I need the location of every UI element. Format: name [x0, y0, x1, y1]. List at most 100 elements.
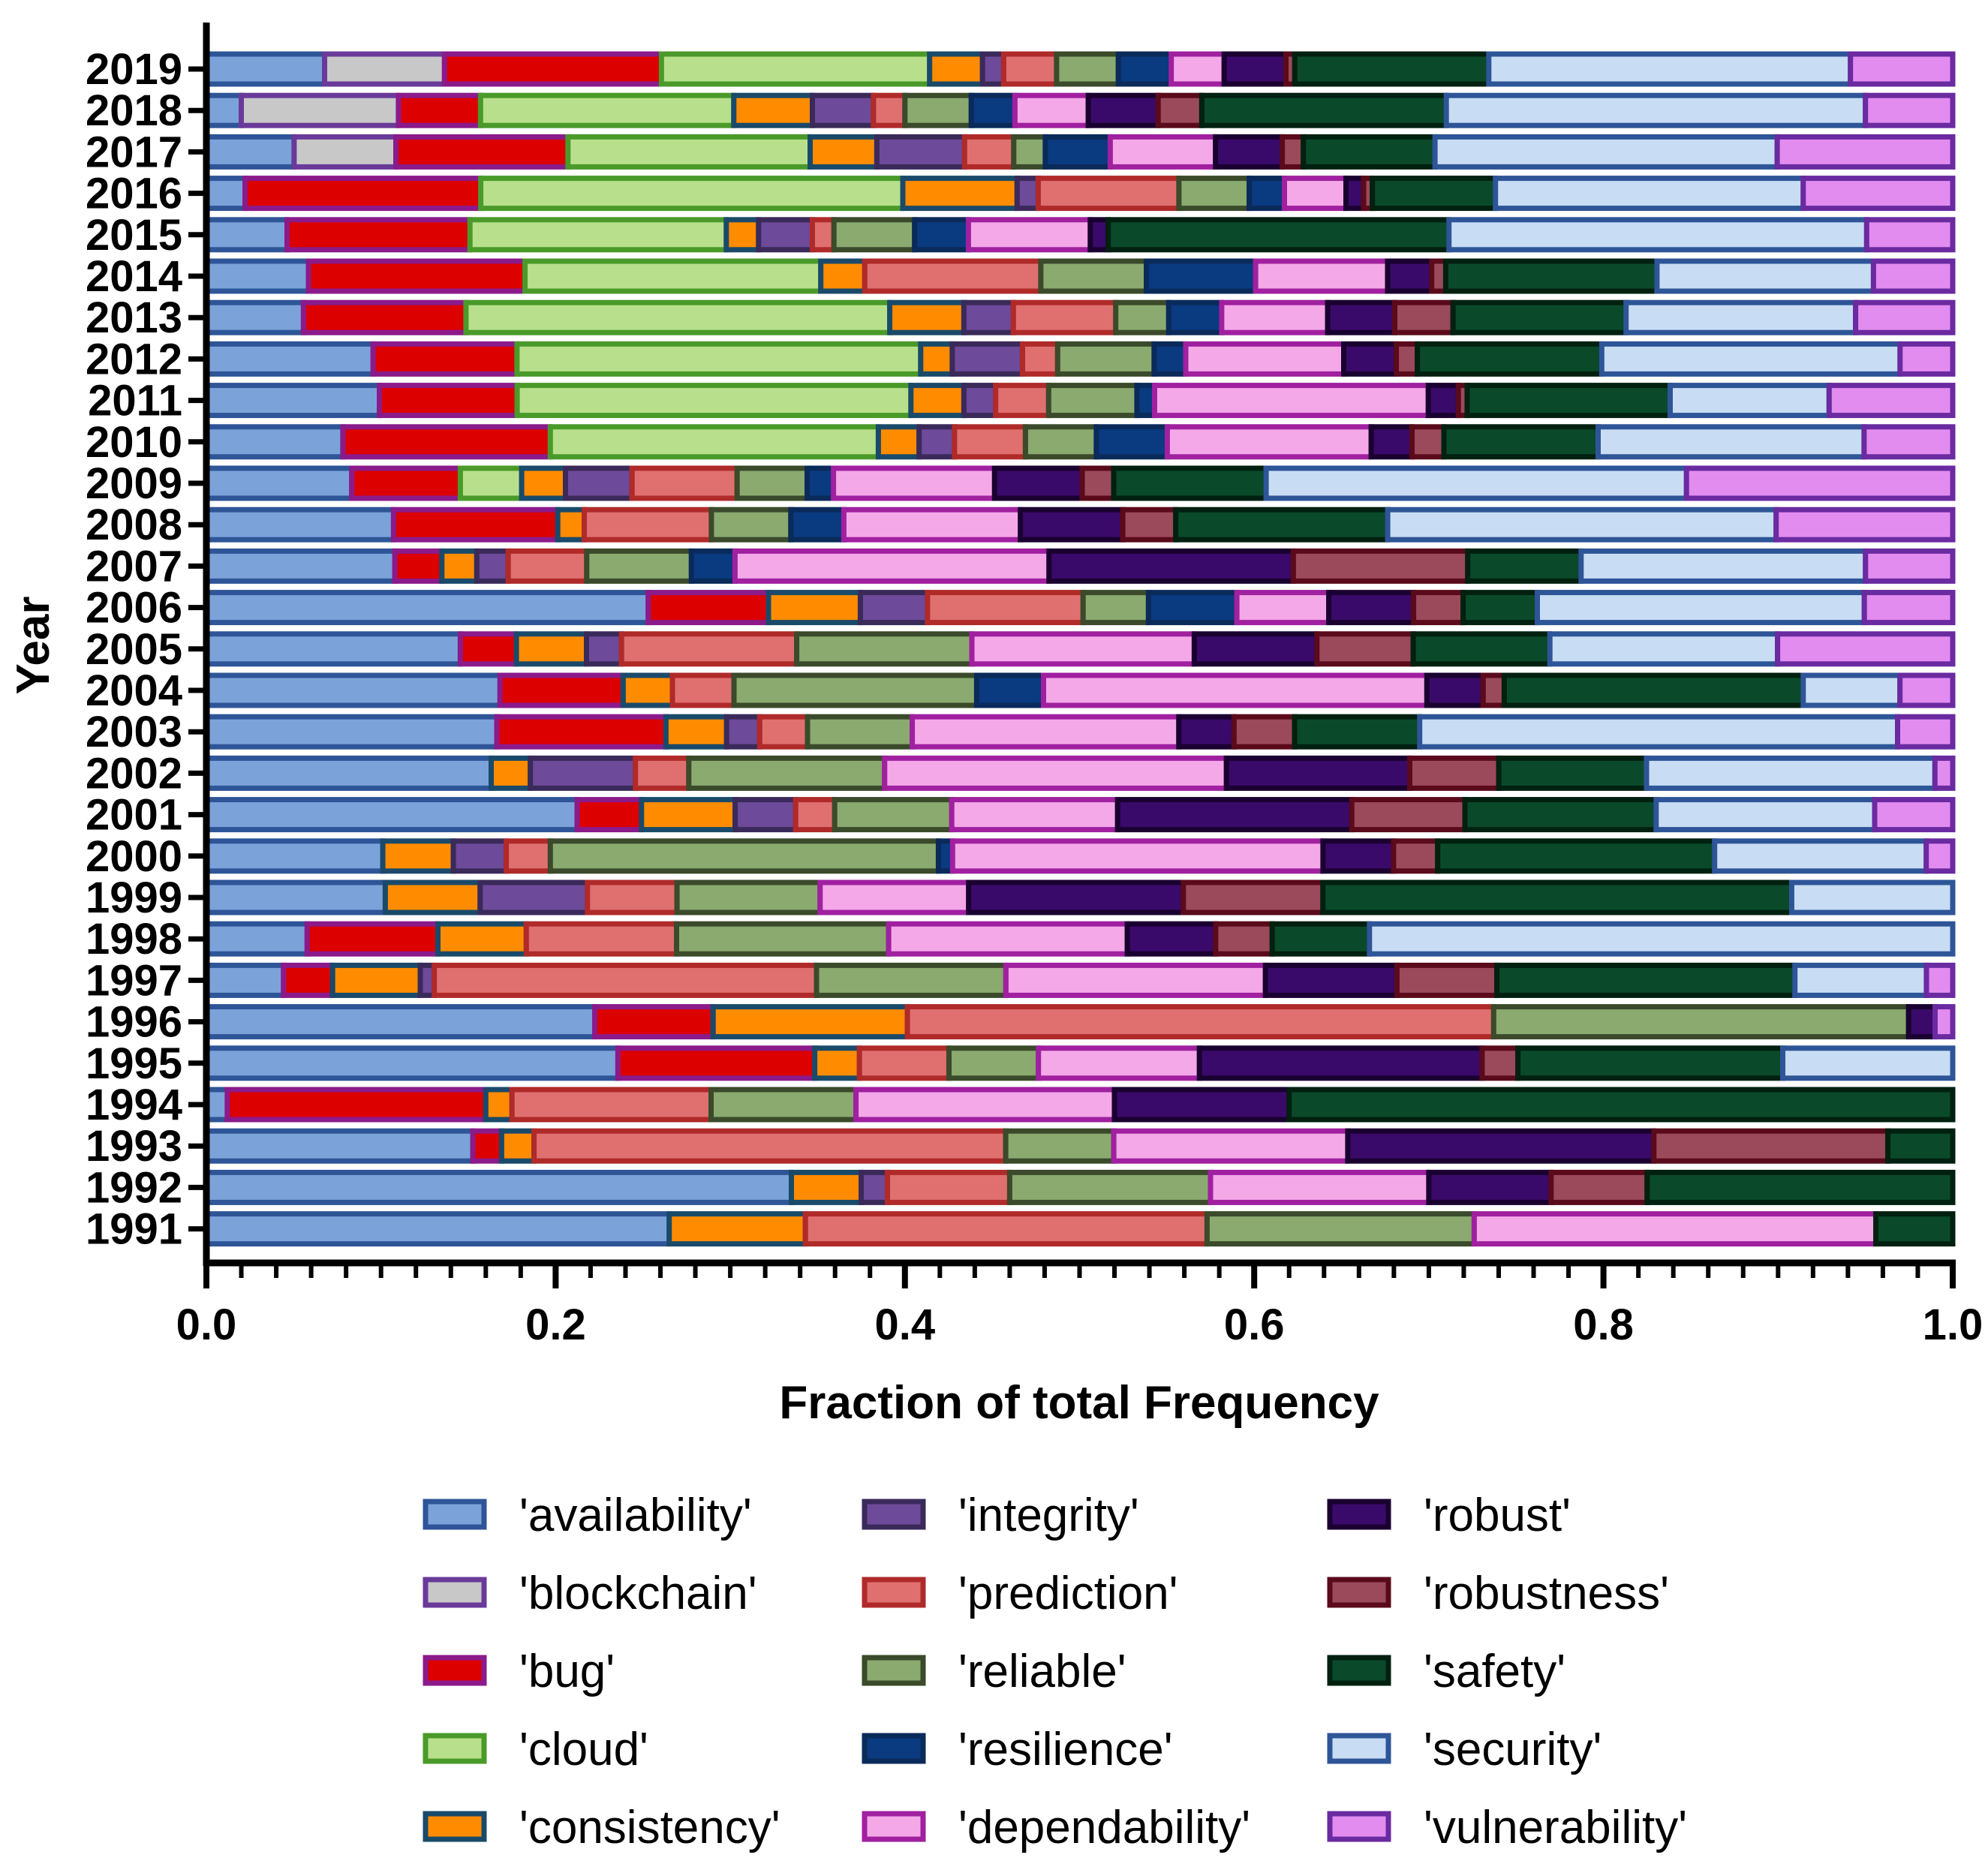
- bar-2008-series-14: [1773, 507, 1956, 543]
- bar-2012-series-5: [949, 341, 1025, 377]
- bar-2019-series-14: [1848, 51, 1956, 87]
- bar-2019-series-4: [927, 51, 985, 87]
- bar-2010-series-2: [340, 424, 553, 460]
- bar-1992-series-4: [789, 1169, 865, 1205]
- bar-1998-series-2: [304, 921, 441, 957]
- bar-1997-series-11: [1394, 962, 1500, 998]
- y-tick-label-2004: 2004: [86, 666, 182, 715]
- bar-2002-series-5: [528, 755, 639, 791]
- y-tick-label-2014: 2014: [86, 252, 182, 301]
- bar-2018-series-0: [203, 92, 244, 128]
- bar-2019-series-2: [441, 51, 664, 87]
- bar-1995-series-12: [1515, 1045, 1785, 1081]
- bar-2004-series-4: [620, 672, 675, 708]
- bar-2009-series-3: [457, 465, 525, 501]
- legend-swatch-9: [862, 1811, 926, 1842]
- legend-swatch-11: [1327, 1577, 1391, 1608]
- bar-1995-series-7: [946, 1045, 1042, 1081]
- bar-2016-series-7: [1176, 176, 1253, 212]
- bar-2013-series-10: [1325, 299, 1397, 335]
- bar-2008-series-0: [203, 507, 396, 543]
- bar-1999-series-9: [817, 879, 972, 915]
- bar-2003-series-7: [805, 714, 916, 750]
- bar-2006-series-0: [203, 590, 651, 626]
- bar-2014-series-7: [1038, 258, 1150, 294]
- bar-2000-series-10: [1320, 838, 1397, 874]
- bar-2003-series-2: [494, 714, 669, 750]
- y-tick-label-2015: 2015: [86, 211, 182, 260]
- bar-2006-series-4: [765, 590, 863, 626]
- bar-1995-series-9: [1036, 1045, 1202, 1081]
- bar-1994-series-12: [1286, 1087, 1956, 1123]
- bar-2015-series-0: [203, 217, 290, 253]
- bar-1998-series-7: [674, 921, 892, 957]
- legend-swatch-0: [423, 1499, 487, 1530]
- bar-1991-series-7: [1204, 1211, 1477, 1247]
- y-tick-label-1996: 1996: [86, 998, 182, 1047]
- bar-2009-series-2: [349, 465, 463, 501]
- bar-2019-series-9: [1168, 51, 1227, 87]
- bar-2001-series-0: [203, 797, 580, 833]
- bar-1992-series-9: [1208, 1169, 1432, 1205]
- y-tick-label-2005: 2005: [86, 625, 182, 674]
- bar-2011-series-2: [377, 383, 520, 419]
- bar-2013-series-13: [1623, 299, 1859, 335]
- bar-2014-series-2: [305, 258, 528, 294]
- bar-2008-series-8: [788, 507, 847, 543]
- y-tick-label-1993: 1993: [86, 1122, 182, 1171]
- bar-1995-series-6: [856, 1045, 952, 1081]
- bar-2012-series-12: [1415, 341, 1605, 377]
- bar-2018-series-8: [968, 92, 1018, 128]
- y-tick-label-2010: 2010: [86, 418, 182, 467]
- bar-2013-series-12: [1450, 299, 1629, 335]
- bar-2018-series-13: [1443, 92, 1869, 128]
- bar-1994-series-6: [509, 1087, 714, 1123]
- bar-2006-series-8: [1145, 590, 1240, 626]
- y-tick-label-2016: 2016: [86, 170, 182, 218]
- bar-2016-series-6: [1035, 176, 1182, 212]
- bar-1997-series-4: [329, 962, 423, 998]
- bar-2002-series-9: [882, 755, 1229, 791]
- bar-2019-series-12: [1292, 51, 1492, 87]
- bar-1993-series-10: [1345, 1128, 1657, 1164]
- y-tick-label-2018: 2018: [86, 86, 182, 135]
- bar-2009-series-6: [629, 465, 740, 501]
- bar-2008-series-7: [708, 507, 794, 543]
- bar-2009-series-14: [1683, 465, 1956, 501]
- bar-1994-series-10: [1111, 1087, 1292, 1123]
- x-tick-label-1.0: 1.0: [1923, 1300, 1983, 1349]
- bar-1999-series-6: [585, 879, 680, 915]
- bar-2017-series-3: [565, 134, 813, 170]
- bar-2009-series-12: [1111, 465, 1269, 501]
- bar-1993-series-9: [1111, 1128, 1351, 1164]
- y-tick-label-1997: 1997: [86, 956, 182, 1005]
- bar-2018-series-3: [477, 92, 737, 128]
- bar-2011-series-6: [993, 383, 1051, 419]
- bar-2013-series-11: [1392, 299, 1456, 335]
- bar-2012-series-10: [1341, 341, 1400, 377]
- bar-2018-series-5: [810, 92, 877, 128]
- bar-2007-series-6: [505, 548, 590, 584]
- bar-2001-series-5: [732, 797, 799, 833]
- bar-2004-series-6: [669, 672, 737, 708]
- bar-2004-series-12: [1501, 672, 1806, 708]
- bar-2017-series-0: [203, 134, 297, 170]
- legend-label-2: 'bug': [519, 1646, 615, 1697]
- bar-2004-series-7: [731, 672, 979, 708]
- bar-2001-series-13: [1653, 797, 1878, 833]
- bar-2014-series-6: [862, 258, 1044, 294]
- bar-2008-series-10: [1018, 507, 1126, 543]
- bar-2015-series-14: [1863, 217, 1956, 253]
- bar-1992-series-6: [885, 1169, 1012, 1205]
- bar-2010-series-11: [1409, 424, 1447, 460]
- legend-label-11: 'robustness': [1424, 1568, 1669, 1619]
- y-tick-label-2002: 2002: [86, 749, 182, 798]
- bar-2005-series-7: [794, 631, 975, 667]
- bar-2014-series-3: [522, 258, 824, 294]
- bar-2017-series-10: [1213, 134, 1286, 170]
- bar-1997-series-6: [432, 962, 820, 998]
- bar-1995-series-11: [1479, 1045, 1521, 1081]
- bar-2002-series-10: [1223, 755, 1412, 791]
- bar-2003-series-13: [1417, 714, 1901, 750]
- bar-1993-series-0: [203, 1128, 476, 1164]
